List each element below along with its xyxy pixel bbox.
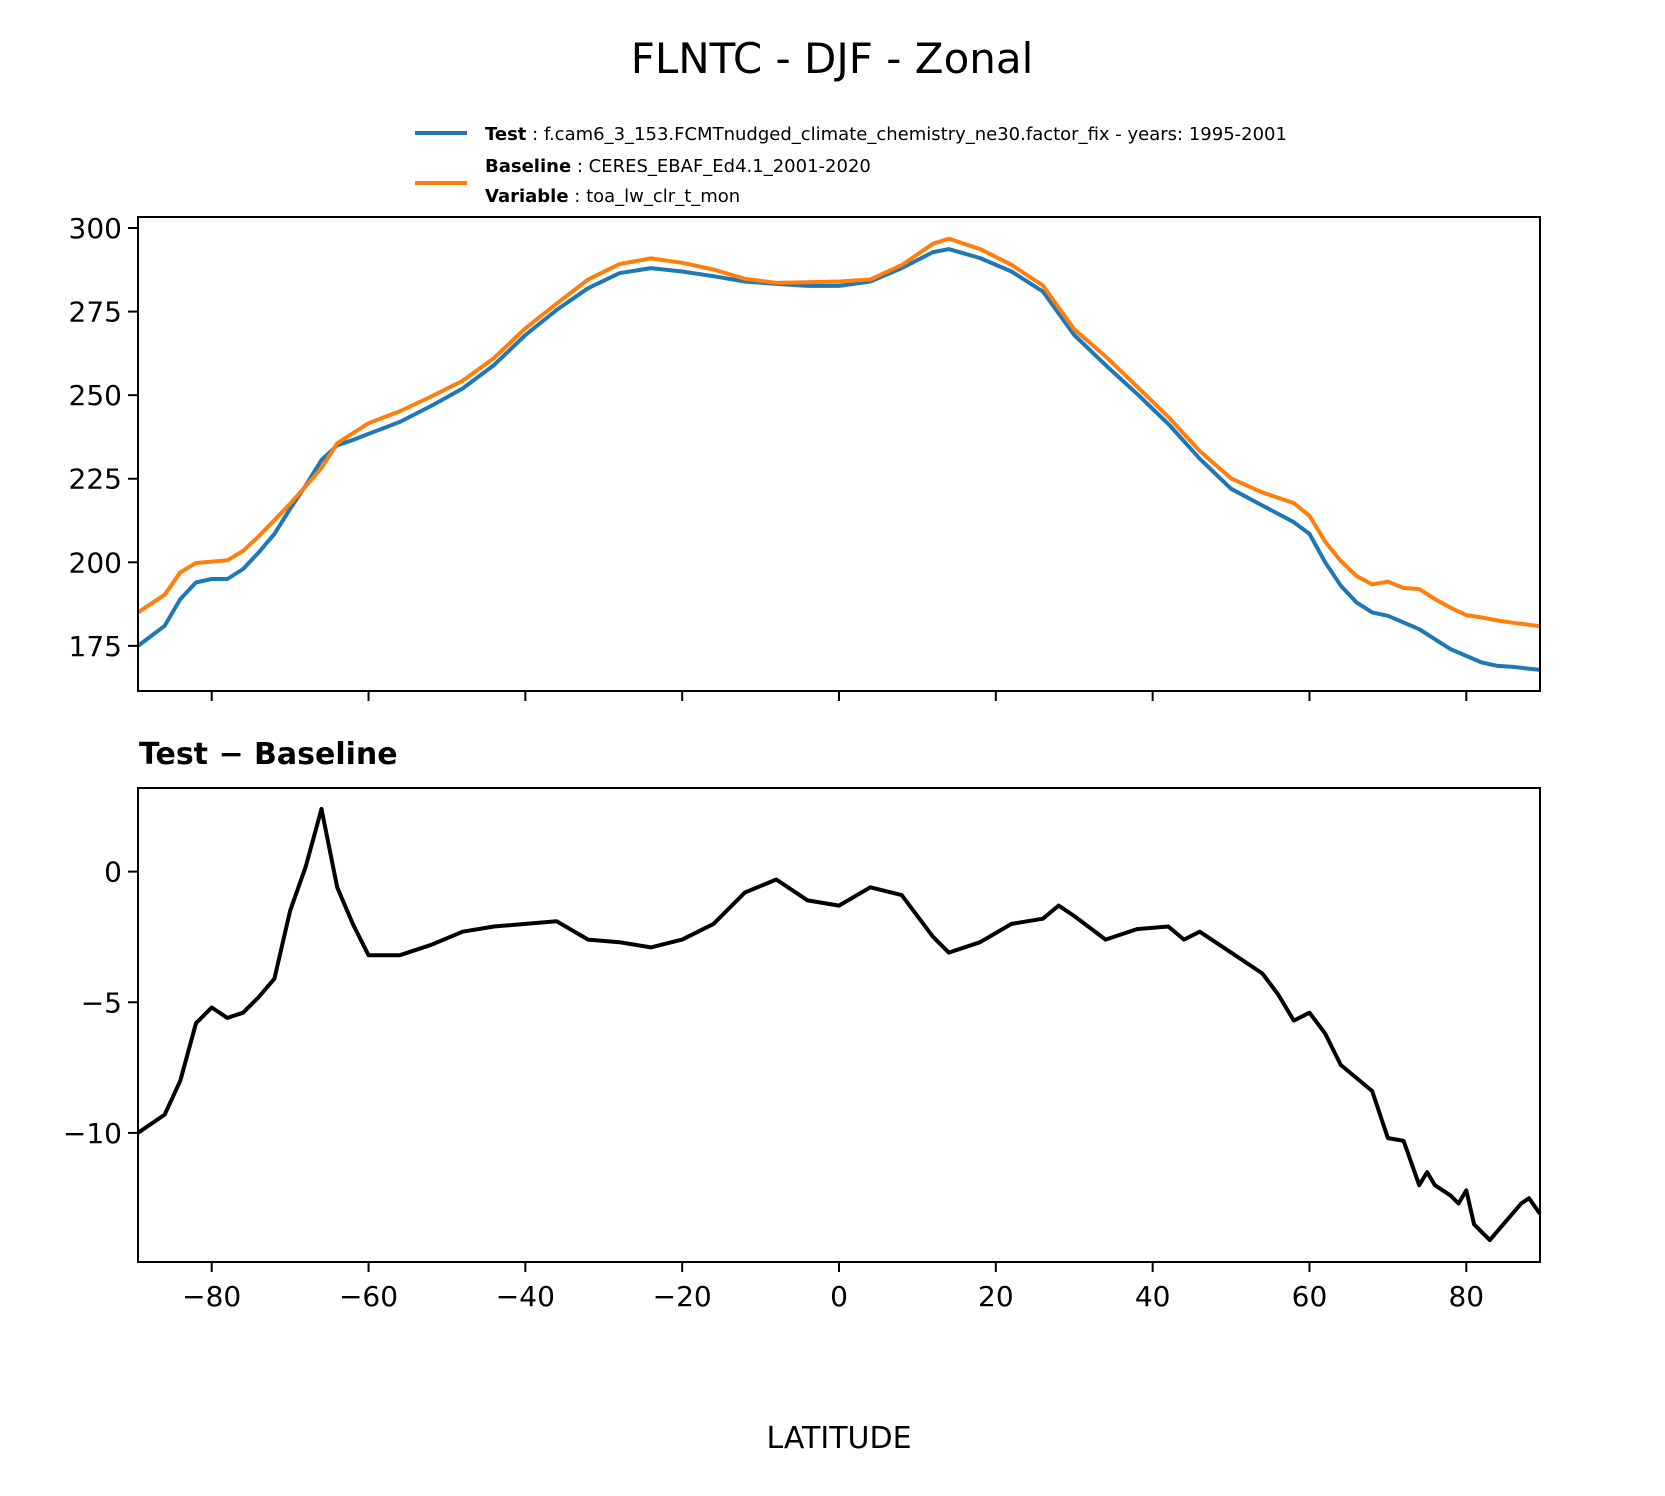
- bottom-panel-title: Test − Baseline: [139, 737, 398, 772]
- top-axes: 175 200 225 250 275 300: [69, 212, 1541, 701]
- x-tick-label: 0: [830, 1280, 848, 1313]
- x-tick-label: 20: [978, 1280, 1014, 1313]
- y-tick-label: 0: [104, 856, 122, 889]
- figure-title: FLNTC - DJF - Zonal: [631, 34, 1034, 83]
- legend-label-variable: Variable: [485, 186, 569, 207]
- legend-text-variable: toa_lw_clr_t_mon: [586, 186, 740, 207]
- x-tick-label: −20: [653, 1280, 712, 1313]
- series-line-difference: [136, 806, 1542, 1243]
- bottom-axes: −80 −60 −40 −20 0 20 40 60 80 −10 −5 0: [63, 787, 1542, 1313]
- y-tick-label: 250: [69, 379, 122, 412]
- x-tick-label: 60: [1292, 1280, 1328, 1313]
- y-tick-label: 175: [69, 630, 122, 663]
- x-tick-label: −60: [339, 1280, 398, 1313]
- x-tick-label: −80: [182, 1280, 241, 1313]
- y-tick-label: −10: [63, 1117, 122, 1150]
- legend-label-baseline: Baseline: [485, 156, 571, 177]
- series-line-baseline: [136, 236, 1541, 629]
- legend-text-test: f.cam6_3_153.FCMTnudged_climate_chemistr…: [544, 124, 1287, 145]
- y-tick-label: 300: [69, 212, 122, 245]
- svg-text:Variable : toa_lw_clr_t_mon: Variable : toa_lw_clr_t_mon: [485, 186, 740, 207]
- svg-text:Baseline : CERES_EBAF_Ed4.1_20: Baseline : CERES_EBAF_Ed4.1_2001-2020: [485, 156, 871, 177]
- y-tick-label: −5: [81, 986, 122, 1019]
- svg-text:Test : f.cam6_3_153.FCMTnudged: Test : f.cam6_3_153.FCMTnudged_climate_c…: [485, 124, 1287, 145]
- y-tick-label: 275: [69, 296, 122, 329]
- legend-label-test: Test: [485, 124, 527, 145]
- axes-frame: [137, 216, 1541, 692]
- legend-text-baseline: CERES_EBAF_Ed4.1_2001-2020: [589, 156, 871, 177]
- x-tick-label: 40: [1135, 1280, 1171, 1313]
- x-tick-label: 80: [1448, 1280, 1484, 1313]
- y-tick-label: 225: [69, 463, 122, 496]
- y-tick-label: 200: [69, 546, 122, 579]
- legend: Test : f.cam6_3_153.FCMTnudged_climate_c…: [415, 124, 1287, 207]
- x-tick-label: −40: [496, 1280, 555, 1313]
- series-line-test: [136, 247, 1541, 672]
- x-axis-label: LATITUDE: [766, 1421, 911, 1456]
- axes-frame: [137, 787, 1541, 1263]
